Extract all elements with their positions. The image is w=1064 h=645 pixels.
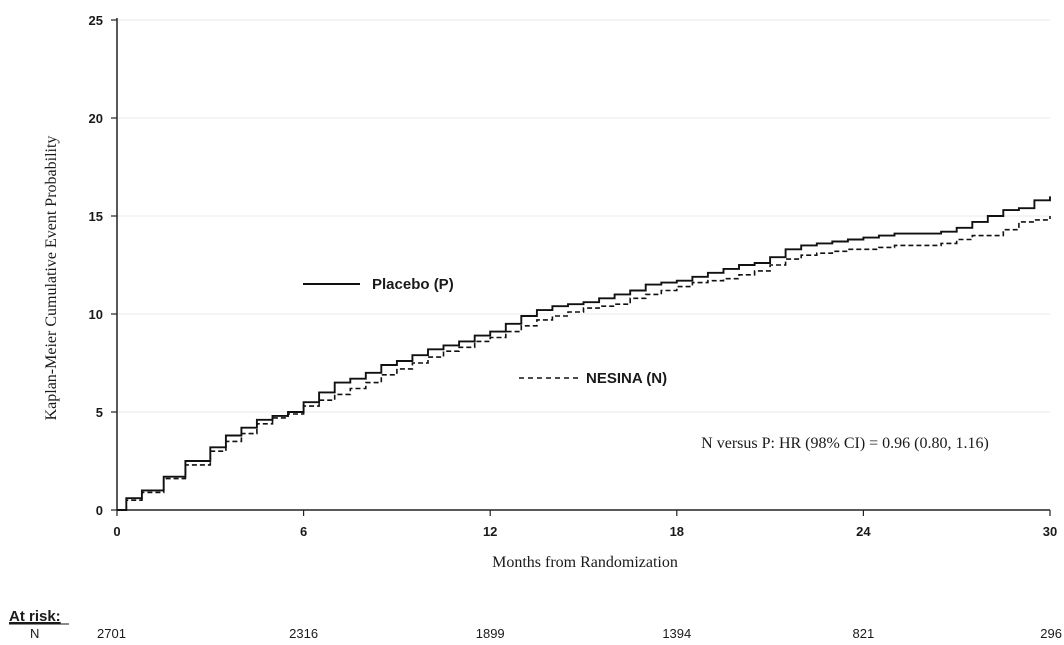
x-tick-label-24: 24 [856, 524, 871, 539]
at-risk-N-18: 1394 [662, 626, 691, 641]
y-tick-label-0: 0 [96, 503, 103, 518]
at-risk-N-12: 1899 [476, 626, 505, 641]
x-tick-label-6: 6 [300, 524, 307, 539]
at-risk-title: At risk: [9, 608, 61, 625]
at-risk-row-label-N: N [30, 626, 39, 641]
x-tick-label-18: 18 [670, 524, 684, 539]
x-axis-label: Months from Randomization [492, 554, 678, 571]
x-tick-labels: 0 6 12 18 24 30 [113, 524, 1057, 539]
x-tick-label-12: 12 [483, 524, 497, 539]
placebo-curve [117, 196, 1051, 511]
at-risk-N-6: 2316 [289, 626, 318, 641]
y-tick-label-25: 25 [89, 13, 103, 28]
y-tick-label-10: 10 [89, 307, 103, 322]
at-risk-N-0: 2701 [97, 626, 126, 641]
y-tick-label-20: 20 [89, 111, 103, 126]
at-risk-table: N2701231618991394821296P2679229918911375… [30, 626, 1062, 641]
y-tick-labels: 0 5 10 15 20 25 [89, 13, 103, 518]
legend-placebo: Placebo (P) [303, 276, 454, 293]
axes [111, 18, 1051, 516]
nesina-curve [117, 216, 1051, 511]
at-risk-N-30: 296 [1040, 626, 1062, 641]
y-axis-label: Kaplan-Meier Cumulative Event Probabilit… [43, 136, 60, 421]
series-layer [117, 196, 1051, 511]
legend-nesina: NESINA (N) [519, 370, 667, 387]
y-tick-label-15: 15 [89, 209, 103, 224]
x-tick-label-0: 0 [113, 524, 120, 539]
legend-nesina-label: NESINA (N) [586, 370, 667, 387]
hr-annotation: N versus P: HR (98% CI) = 0.96 (0.80, 1.… [701, 435, 989, 452]
at-risk-N-24: 821 [853, 626, 875, 641]
legend-placebo-label: Placebo (P) [372, 276, 454, 293]
x-tick-label-30: 30 [1043, 524, 1057, 539]
y-tick-label-5: 5 [96, 405, 103, 420]
gridlines [117, 19, 1050, 413]
